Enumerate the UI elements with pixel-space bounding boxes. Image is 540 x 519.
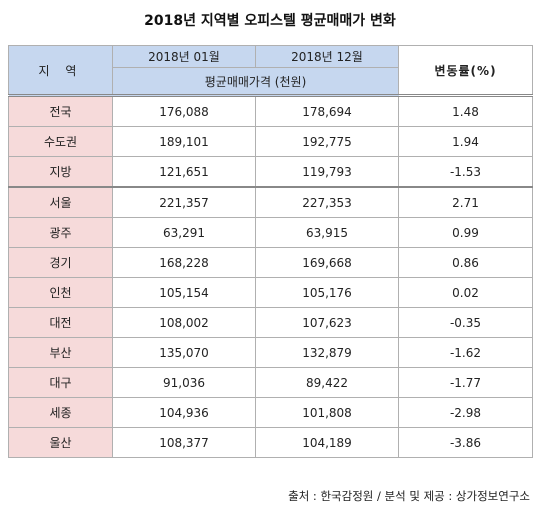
cell-dec: 104,189 bbox=[255, 427, 399, 458]
cell-region: 수도권 bbox=[8, 126, 113, 157]
cell-rate: 2.71 bbox=[398, 186, 533, 218]
cell-region: 울산 bbox=[8, 427, 113, 458]
cell-jan: 91,036 bbox=[112, 367, 256, 398]
cell-jan: 121,651 bbox=[112, 156, 256, 188]
table-row: 서울 221,357 227,353 2.71 bbox=[8, 186, 533, 218]
cell-rate: -1.53 bbox=[398, 156, 533, 188]
cell-jan: 189,101 bbox=[112, 126, 256, 157]
header-month12: 2018년 12월 bbox=[255, 44, 399, 69]
cell-dec: 169,668 bbox=[255, 247, 399, 278]
cell-region: 인천 bbox=[8, 277, 113, 308]
cell-dec: 63,915 bbox=[255, 217, 399, 248]
table-title: 2018년 지역별 오피스텔 평균매매가 변화 bbox=[144, 13, 396, 29]
cell-region: 세종 bbox=[8, 397, 113, 428]
cell-dec: 132,879 bbox=[255, 337, 399, 368]
table-row: 부산 135,070 132,879 -1.62 bbox=[8, 337, 533, 368]
source-note: 출처 : 한국감정원 / 분석 및 제공 : 상가정보연구소 bbox=[288, 489, 530, 503]
cell-jan: 135,070 bbox=[112, 337, 256, 368]
cell-rate: -3.86 bbox=[398, 427, 533, 458]
price-table: 지 역 2018년 01월 2018년 12월 변동률(%) 평균매매가격 (천… bbox=[8, 44, 533, 458]
cell-dec: 89,422 bbox=[255, 367, 399, 398]
table-row: 지방 121,651 119,793 -1.53 bbox=[8, 156, 533, 188]
cell-jan: 108,377 bbox=[112, 427, 256, 458]
cell-jan: 168,228 bbox=[112, 247, 256, 278]
cell-rate: -0.35 bbox=[398, 307, 533, 338]
cell-region: 대전 bbox=[8, 307, 113, 338]
cell-region: 대구 bbox=[8, 367, 113, 398]
cell-dec: 227,353 bbox=[255, 186, 399, 218]
cell-region: 지방 bbox=[8, 156, 113, 188]
cell-rate: 1.48 bbox=[398, 94, 533, 127]
header-unit: 평균매매가격 (천원) bbox=[112, 67, 399, 96]
cell-region: 경기 bbox=[8, 247, 113, 278]
header-region: 지 역 bbox=[8, 45, 113, 96]
cell-rate: -2.98 bbox=[398, 397, 533, 428]
cell-rate: -1.77 bbox=[398, 367, 533, 398]
cell-rate: 0.02 bbox=[398, 277, 533, 308]
table-row: 대전 108,002 107,623 -0.35 bbox=[8, 307, 533, 338]
table-row: 울산 108,377 104,189 -3.86 bbox=[8, 427, 533, 458]
table-row: 경기 168,228 169,668 0.86 bbox=[8, 247, 533, 278]
header-rate: 변동률(%) bbox=[398, 45, 533, 96]
cell-region: 전국 bbox=[8, 94, 113, 127]
table-row: 전국 176,088 178,694 1.48 bbox=[8, 94, 533, 127]
table-row: 인천 105,154 105,176 0.02 bbox=[8, 277, 533, 308]
cell-rate: -1.62 bbox=[398, 337, 533, 368]
cell-region: 부산 bbox=[8, 337, 113, 368]
cell-dec: 101,808 bbox=[255, 397, 399, 428]
cell-dec: 119,793 bbox=[255, 156, 399, 188]
cell-rate: 0.86 bbox=[398, 247, 533, 278]
cell-dec: 178,694 bbox=[255, 94, 399, 127]
cell-jan: 63,291 bbox=[112, 217, 256, 248]
cell-dec: 105,176 bbox=[255, 277, 399, 308]
cell-region: 서울 bbox=[8, 186, 113, 218]
cell-rate: 0.99 bbox=[398, 217, 533, 248]
cell-rate: 1.94 bbox=[398, 126, 533, 157]
cell-jan: 105,154 bbox=[112, 277, 256, 308]
cell-dec: 107,623 bbox=[255, 307, 399, 338]
table-row: 광주 63,291 63,915 0.99 bbox=[8, 217, 533, 248]
table-row: 수도권 189,101 192,775 1.94 bbox=[8, 126, 533, 157]
table-row: 세종 104,936 101,808 -2.98 bbox=[8, 397, 533, 428]
cell-jan: 108,002 bbox=[112, 307, 256, 338]
cell-jan: 221,357 bbox=[112, 186, 256, 218]
header-month1: 2018년 01월 bbox=[112, 44, 256, 69]
cell-region: 광주 bbox=[8, 217, 113, 248]
cell-jan: 176,088 bbox=[112, 94, 256, 127]
table-row: 대구 91,036 89,422 -1.77 bbox=[8, 367, 533, 398]
cell-jan: 104,936 bbox=[112, 397, 256, 428]
table-body: 전국 176,088 178,694 1.48 수도권 189,101 192,… bbox=[8, 94, 533, 458]
table-header: 지 역 2018년 01월 2018년 12월 변동률(%) 평균매매가격 (천… bbox=[8, 44, 533, 96]
cell-dec: 192,775 bbox=[255, 126, 399, 157]
